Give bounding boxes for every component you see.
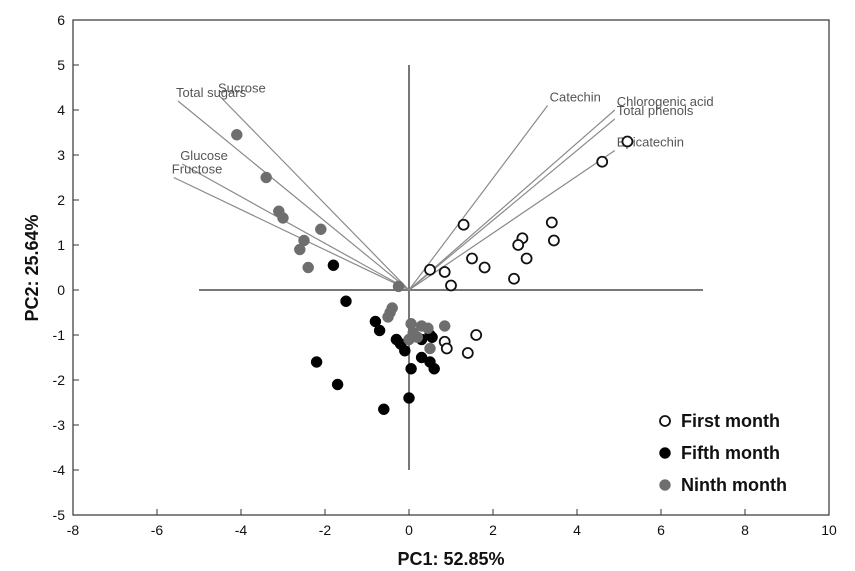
data-point <box>340 295 352 307</box>
x-tick-label: 4 <box>573 522 581 538</box>
data-point <box>438 266 451 278</box>
x-tick-label: 6 <box>657 522 665 538</box>
loading-vector-label: Chlorogenic acid <box>617 94 714 109</box>
loading-vector-label: Catechin <box>550 90 601 105</box>
data-point <box>466 252 478 265</box>
y-tick-label: 4 <box>57 102 65 118</box>
loading-vector-line <box>408 105 549 291</box>
y-tick-label: -2 <box>53 372 66 388</box>
x-tick-label: 10 <box>821 522 837 538</box>
data-point <box>403 392 415 404</box>
loading-vector-line <box>219 96 410 291</box>
y-tick-label: 1 <box>57 237 65 253</box>
data-point <box>403 333 415 346</box>
y-tick-label: 6 <box>57 12 65 28</box>
loading-vector-label: Fructose <box>172 162 223 177</box>
legend-marker <box>659 415 671 427</box>
data-point <box>596 155 609 168</box>
x-tick-label: 8 <box>741 522 749 538</box>
data-point <box>470 329 483 341</box>
data-point <box>424 342 436 355</box>
data-point <box>392 280 405 293</box>
x-tick-label: -4 <box>235 522 248 538</box>
loading-vector-line <box>173 176 410 291</box>
data-point <box>302 261 314 274</box>
y-axis-ticks: -5 -4 -3 -2 -1 0 1 2 3 4 5 6 <box>53 12 79 523</box>
loading-vector-line <box>177 100 410 291</box>
data-point <box>315 223 327 235</box>
y-axis-title: PC2: 25.64% <box>22 214 42 321</box>
data-point <box>428 363 440 375</box>
data-point <box>386 302 398 314</box>
y-tick-label: 0 <box>57 282 65 298</box>
data-point <box>405 363 417 375</box>
plot-frame <box>72 19 830 516</box>
loading-vector-line <box>181 163 410 291</box>
data-point <box>461 347 474 359</box>
data-point <box>512 239 525 251</box>
x-axis-ticks: -8 -6 -4 -2 0 2 4 6 8 10 <box>67 509 837 538</box>
data-point <box>231 129 243 141</box>
legend-label: Fifth month <box>681 443 780 463</box>
data-point <box>422 322 434 334</box>
loading-vector-label: Epicatechin <box>617 135 684 150</box>
x-tick-label: -8 <box>67 522 80 538</box>
loading-vector-line <box>408 109 616 291</box>
data-point <box>438 320 451 332</box>
legend: First month Fifth month Ninth month <box>659 411 787 495</box>
x-axis-title: PC1: 52.85% <box>397 549 504 569</box>
legend-marker <box>659 479 671 491</box>
y-tick-label: 2 <box>57 192 65 208</box>
data-point <box>331 378 344 391</box>
legend-marker <box>659 447 671 459</box>
loading-vector-label: Glucose <box>180 148 228 163</box>
data-point <box>373 324 386 337</box>
y-tick-label: -3 <box>53 417 66 433</box>
y-tick-label: -5 <box>53 507 66 523</box>
data-point <box>440 342 453 355</box>
data-point <box>277 212 289 224</box>
data-point <box>424 263 436 276</box>
loading-vector-line <box>408 118 616 291</box>
legend-label: First month <box>681 411 780 431</box>
y-tick-label: -4 <box>53 462 66 478</box>
data-point <box>520 252 533 265</box>
y-tick-label: 5 <box>57 57 65 73</box>
score-points <box>231 129 634 415</box>
data-point <box>294 243 306 256</box>
data-point <box>508 272 520 285</box>
data-point <box>445 279 457 292</box>
loading-vector-label: Sucrose <box>218 81 266 96</box>
loading-vector-label: Total phenols <box>617 103 694 118</box>
y-tick-label: 3 <box>57 147 65 163</box>
data-point <box>310 356 323 368</box>
loading-vector-label: Total sugars <box>176 85 247 100</box>
data-point <box>545 216 558 229</box>
data-point <box>621 135 634 148</box>
y-tick-label: -1 <box>53 327 66 343</box>
data-point <box>548 234 560 247</box>
data-point <box>457 218 470 231</box>
data-point <box>378 403 390 415</box>
x-tick-label: -6 <box>151 522 164 538</box>
x-tick-label: -2 <box>319 522 332 538</box>
x-tick-label: 2 <box>489 522 497 538</box>
x-tick-label: 0 <box>405 522 413 538</box>
data-point <box>260 171 272 184</box>
data-point <box>327 259 340 271</box>
data-point <box>478 261 491 274</box>
legend-label: Ninth month <box>681 475 787 495</box>
